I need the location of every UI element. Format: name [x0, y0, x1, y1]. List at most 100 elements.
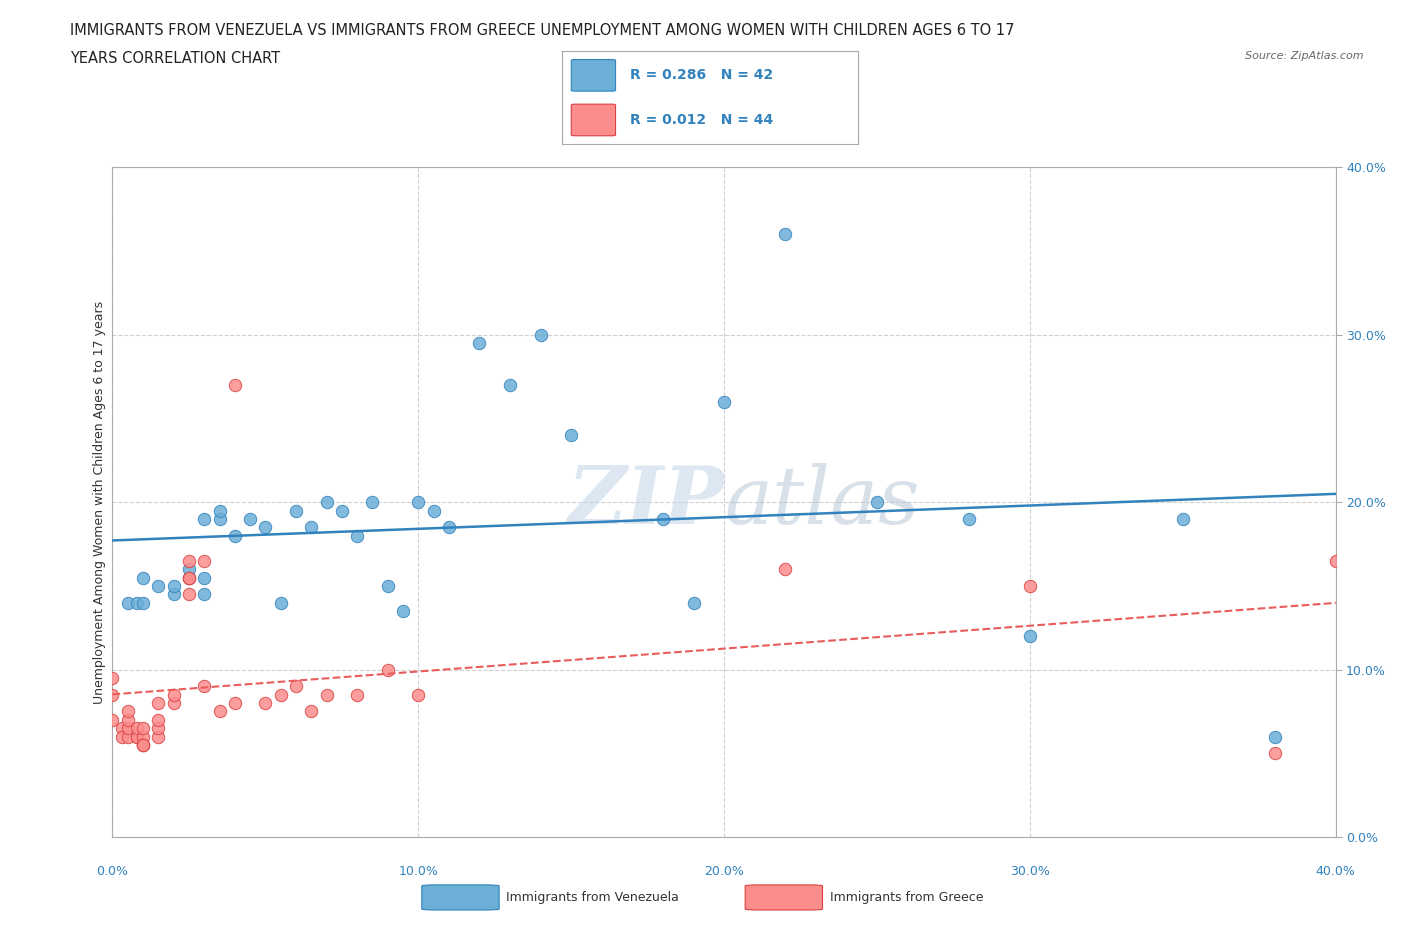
Point — [208, 512, 231, 526]
Point — [713, 394, 735, 409]
Text: 0.0%: 0.0% — [97, 865, 128, 878]
Text: atlas: atlas — [724, 463, 920, 541]
Point — [101, 687, 124, 702]
Point — [392, 604, 415, 618]
Point — [560, 428, 582, 443]
Point — [408, 687, 430, 702]
Point — [193, 512, 215, 526]
Point — [193, 679, 215, 694]
Point — [177, 587, 200, 602]
Point — [315, 687, 337, 702]
Point — [1324, 553, 1347, 568]
Point — [270, 687, 292, 702]
Point — [132, 721, 155, 736]
Point — [163, 578, 186, 593]
FancyBboxPatch shape — [571, 104, 616, 136]
Point — [361, 495, 384, 510]
Point — [117, 704, 139, 719]
Point — [254, 520, 277, 535]
FancyBboxPatch shape — [422, 885, 499, 910]
Text: 40.0%: 40.0% — [1316, 865, 1355, 878]
Point — [775, 562, 797, 577]
Point — [132, 595, 155, 610]
Point — [239, 512, 262, 526]
Point — [117, 595, 139, 610]
Text: R = 0.012   N = 44: R = 0.012 N = 44 — [630, 113, 773, 127]
Text: YEARS CORRELATION CHART: YEARS CORRELATION CHART — [70, 51, 280, 66]
Point — [224, 528, 246, 543]
Point — [117, 712, 139, 727]
Point — [177, 562, 200, 577]
Point — [125, 729, 148, 744]
Point — [775, 227, 797, 242]
Point — [530, 327, 553, 342]
Text: 30.0%: 30.0% — [1010, 865, 1050, 878]
Text: 10.0%: 10.0% — [398, 865, 439, 878]
Text: 20.0%: 20.0% — [704, 865, 744, 878]
Point — [499, 378, 522, 392]
Point — [125, 729, 148, 744]
Point — [284, 503, 308, 518]
Text: Immigrants from Greece: Immigrants from Greece — [830, 891, 983, 904]
Text: R = 0.286   N = 42: R = 0.286 N = 42 — [630, 68, 773, 83]
Point — [957, 512, 980, 526]
Point — [101, 712, 124, 727]
Point — [125, 595, 148, 610]
Point — [132, 737, 155, 752]
FancyBboxPatch shape — [571, 60, 616, 91]
Point — [254, 696, 277, 711]
Point — [299, 704, 322, 719]
Point — [193, 570, 215, 585]
Point — [177, 570, 200, 585]
Point — [163, 587, 186, 602]
Point — [148, 721, 170, 736]
Point — [111, 729, 134, 744]
Point — [346, 528, 368, 543]
Text: ZIP: ZIP — [567, 463, 724, 541]
Point — [132, 737, 155, 752]
Point — [193, 553, 215, 568]
Point — [377, 662, 399, 677]
Point — [177, 553, 200, 568]
Point — [408, 495, 430, 510]
FancyBboxPatch shape — [745, 885, 823, 910]
Text: Source: ZipAtlas.com: Source: ZipAtlas.com — [1246, 51, 1364, 61]
Point — [1171, 512, 1194, 526]
Point — [468, 336, 491, 351]
Point — [224, 696, 246, 711]
Point — [148, 712, 170, 727]
Point — [111, 721, 134, 736]
Point — [652, 512, 675, 526]
Point — [148, 578, 170, 593]
Point — [377, 578, 399, 593]
Point — [1018, 578, 1040, 593]
Point — [163, 687, 186, 702]
Y-axis label: Unemployment Among Women with Children Ages 6 to 17 years: Unemployment Among Women with Children A… — [93, 300, 105, 704]
Point — [284, 679, 308, 694]
Point — [208, 704, 231, 719]
Point — [132, 737, 155, 752]
Point — [132, 729, 155, 744]
Point — [1264, 746, 1286, 761]
Text: IMMIGRANTS FROM VENEZUELA VS IMMIGRANTS FROM GREECE UNEMPLOYMENT AMONG WOMEN WIT: IMMIGRANTS FROM VENEZUELA VS IMMIGRANTS … — [70, 23, 1015, 38]
Point — [437, 520, 460, 535]
Text: Immigrants from Venezuela: Immigrants from Venezuela — [506, 891, 679, 904]
Point — [117, 721, 139, 736]
Point — [866, 495, 889, 510]
Point — [193, 587, 215, 602]
Point — [1018, 629, 1040, 644]
Point — [208, 503, 231, 518]
Point — [177, 570, 200, 585]
Point — [299, 520, 322, 535]
Point — [117, 729, 139, 744]
Point — [177, 570, 200, 585]
Point — [1264, 729, 1286, 744]
Point — [422, 503, 444, 518]
Point — [148, 729, 170, 744]
Point — [101, 671, 124, 685]
Point — [270, 595, 292, 610]
Point — [163, 696, 186, 711]
Point — [148, 696, 170, 711]
Point — [224, 378, 246, 392]
Point — [315, 495, 337, 510]
